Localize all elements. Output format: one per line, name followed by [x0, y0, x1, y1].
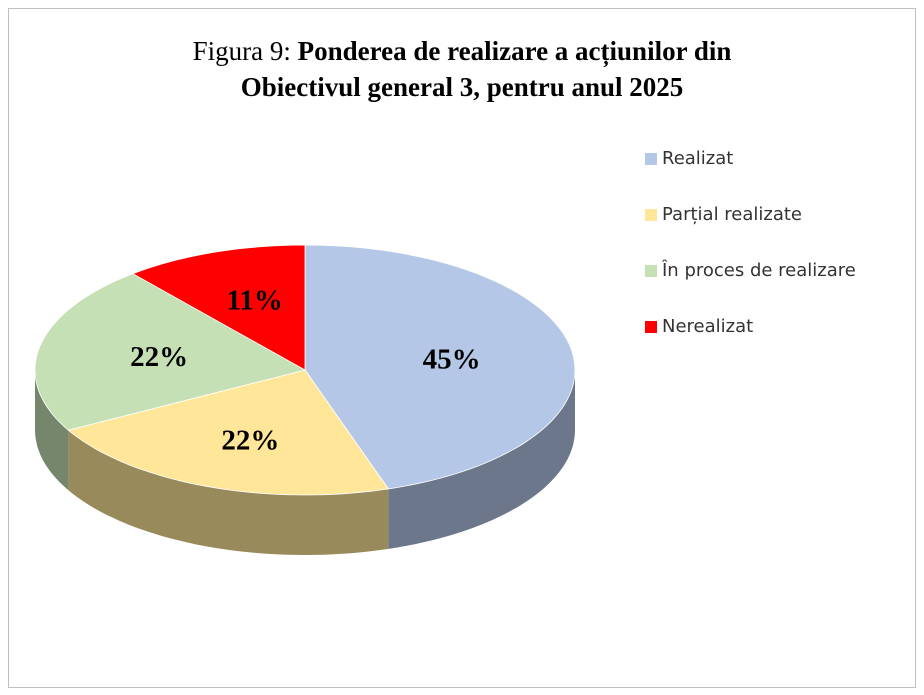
data-label: 22% [221, 425, 279, 457]
legend-swatch [645, 153, 657, 165]
slice-side [35, 370, 69, 491]
slice [34, 273, 307, 431]
legend-label: Nerealizat [662, 316, 753, 337]
data-label: 22% [130, 341, 188, 373]
chart-title: Figura 9: Ponderea de realizare a acțiun… [193, 36, 732, 67]
slice [131, 244, 306, 371]
data-label: 11% [226, 284, 282, 316]
legend-swatch [645, 209, 657, 221]
chart-title-line2: Obiectivul general 3, pentru anul 2025 [241, 72, 684, 102]
slice [67, 369, 390, 496]
title-text: Ponderea de realizare a acțiunilor din [298, 36, 732, 67]
data-label: 45% [423, 343, 481, 375]
slice-side [388, 370, 575, 549]
legend-swatch [645, 265, 657, 277]
legend-swatch [645, 321, 657, 333]
slice [304, 244, 576, 490]
legend-label: Parțial realizate [662, 204, 802, 225]
legend-label: Realizat [662, 148, 733, 169]
legend-label: În proces de realizare [661, 259, 856, 281]
slice-side [68, 430, 389, 555]
figure-label: Figura 9: [193, 36, 291, 66]
